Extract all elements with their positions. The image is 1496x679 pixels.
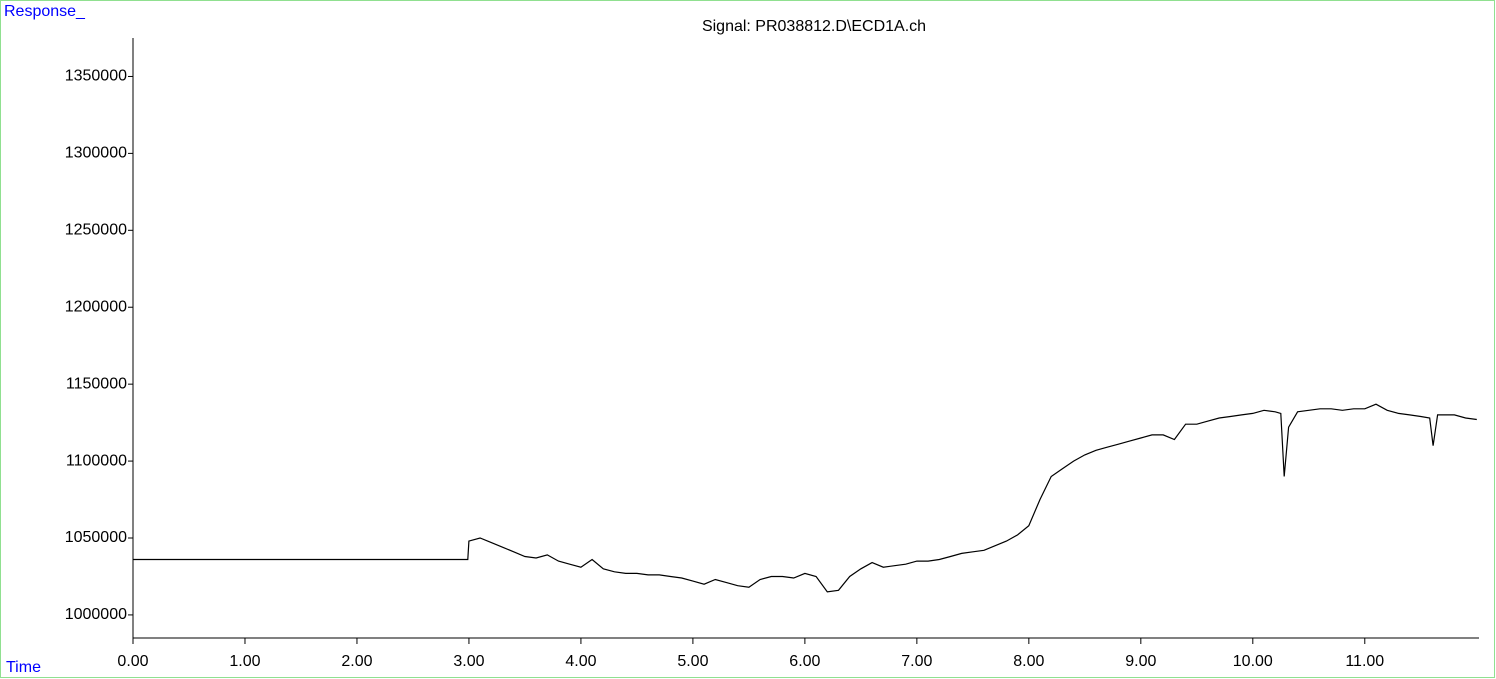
- x-tick-label: 6.00: [789, 653, 820, 670]
- x-tick-label: 8.00: [1013, 653, 1044, 670]
- y-tick-label: 1250000: [65, 222, 127, 239]
- x-axis-label: Time: [6, 659, 41, 676]
- x-tick-label: 4.00: [565, 653, 596, 670]
- x-tick-label: 3.00: [453, 653, 484, 670]
- y-tick-label: 1100000: [66, 452, 127, 469]
- y-tick-label: 1000000: [65, 606, 127, 623]
- x-tick-label: 2.00: [341, 653, 372, 670]
- x-tick-label: 1.00: [229, 653, 260, 670]
- x-tick-label: 9.00: [1125, 653, 1156, 670]
- x-tick-label: 5.00: [677, 653, 708, 670]
- signal-line: [133, 403, 1477, 593]
- y-tick-label: 1150000: [66, 375, 127, 392]
- y-tick-label: 1350000: [65, 68, 127, 85]
- y-tick-label: 1050000: [65, 529, 127, 546]
- x-tick-label: 10.00: [1233, 653, 1273, 670]
- x-tick-label: 7.00: [901, 653, 932, 670]
- y-axis-label: Response_: [4, 3, 86, 20]
- chart-title: Signal: PR038812.D\ECD1A.ch: [702, 18, 926, 35]
- x-tick-label: 11.00: [1345, 653, 1384, 670]
- y-tick-label: 1200000: [65, 298, 127, 315]
- x-tick-label: 0.00: [117, 653, 148, 670]
- y-tick-label: 1300000: [65, 145, 127, 162]
